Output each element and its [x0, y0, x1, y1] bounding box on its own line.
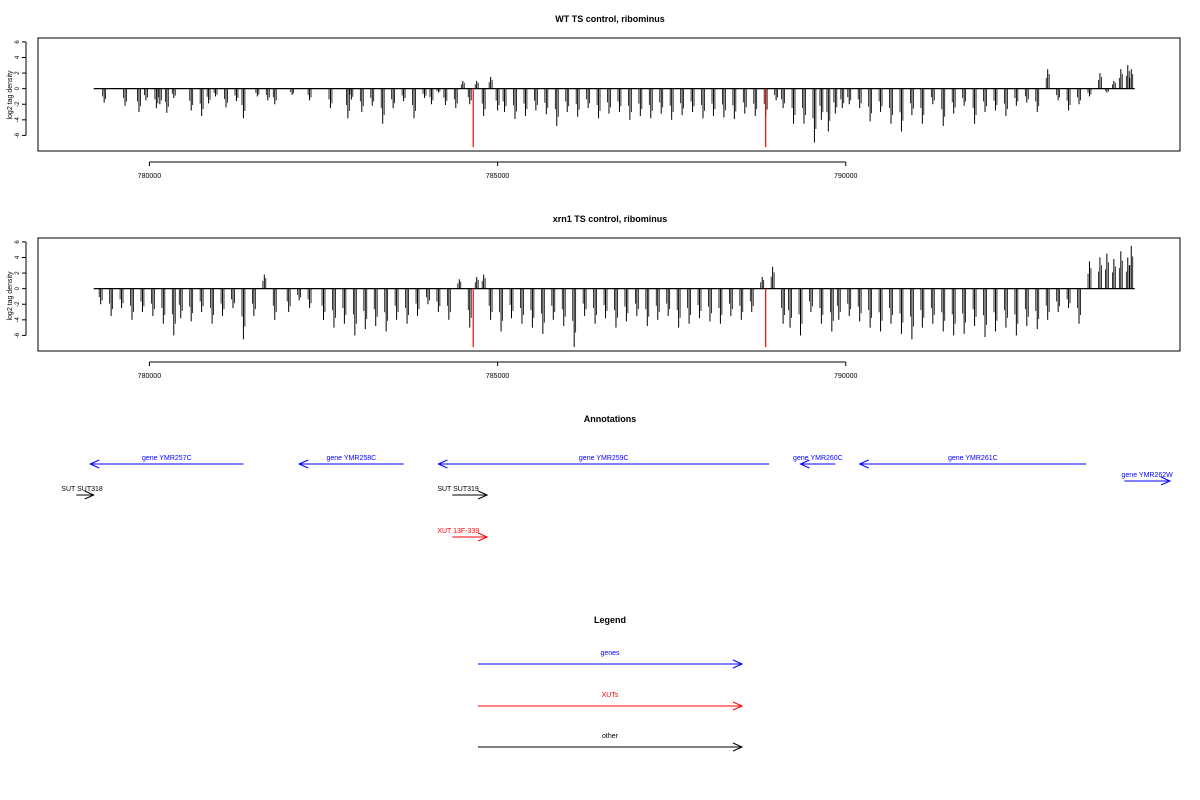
feature-arrow-head: [858, 459, 869, 469]
feature-label: XUT 13F-339: [437, 528, 479, 535]
feature-arrow-head: [88, 459, 100, 469]
y-axis-label: log2 tag density: [7, 70, 14, 120]
feature-label: gene YMR261C: [948, 455, 998, 462]
feature-arrow-head: [84, 490, 95, 500]
feature-arrow-head: [297, 459, 309, 469]
y-tick-label: 4: [15, 255, 21, 259]
annotations-title: Annotations: [584, 414, 637, 424]
x-tick-label: 780000: [138, 373, 161, 380]
feature-arrow-head: [477, 490, 489, 500]
feature-label: gene YMR258C: [327, 455, 377, 462]
x-axis: 780000 785000 790000: [138, 361, 858, 380]
bar-series: [93, 65, 1135, 148]
feature-arrow-head: [437, 459, 448, 469]
y-axis: 6 4 2 0 -2 -4 -6: [15, 240, 27, 338]
y-tick-label: 6: [15, 40, 21, 44]
y-tick-label: -4: [15, 317, 21, 323]
feature-label: gene YMR262W: [1122, 472, 1174, 479]
legend-items: genes XUTs other: [478, 650, 744, 752]
y-tick-label: 0: [15, 86, 21, 90]
legend-title: Legend: [594, 615, 626, 625]
y-tick-label: 0: [15, 286, 21, 290]
panel-title: WT TS control, ribominus: [555, 14, 665, 24]
legend-label: XUTs: [602, 692, 619, 699]
x-tick-label: 785000: [486, 173, 509, 180]
bar-series: [93, 245, 1135, 348]
y-tick-label: 4: [15, 55, 21, 59]
panel-title: xrn1 TS control, ribominus: [553, 214, 668, 224]
panel-wt-ts-control: WT TS control, ribominus log2 tag densit…: [7, 14, 1181, 180]
legend-label: other: [602, 733, 619, 740]
y-axis-label: log2 tag density: [7, 271, 14, 321]
feature-label: SUT SUT319: [437, 486, 479, 493]
y-tick-label: -2: [15, 301, 21, 307]
legend: Legend genes XUTs other: [478, 615, 744, 752]
feature-label: SUT SUT318: [61, 486, 103, 493]
feature-label: gene YMR260C: [793, 455, 843, 462]
x-axis: 780000 785000 790000: [138, 161, 858, 180]
y-tick-label: -2: [15, 101, 21, 107]
x-tick-label: 780000: [138, 173, 161, 180]
y-tick-label: -4: [15, 117, 21, 123]
y-tick-label: 2: [15, 71, 21, 75]
annotations-track: Annotations gene YMR257C gene YMR258C gene…: [61, 414, 1174, 542]
feature-label: gene YMR257C: [142, 455, 192, 462]
feature-arrow-head: [1160, 476, 1172, 486]
feature-arrow-head: [477, 532, 489, 542]
x-tick-label: 790000: [834, 173, 857, 180]
legend-arrow-head: [732, 659, 744, 669]
y-tick-label: -6: [15, 332, 21, 338]
legend-arrow-head: [732, 701, 744, 711]
x-tick-label: 785000: [486, 373, 509, 380]
legend-arrow-head: [732, 742, 744, 752]
y-tick-label: 6: [15, 240, 21, 244]
plot-frame: [37, 37, 1181, 152]
y-axis: 6 4 2 0 -2 -4 -6: [15, 40, 27, 138]
feature-label: gene YMR259C: [579, 455, 629, 462]
legend-label: genes: [600, 650, 620, 657]
x-tick-label: 790000: [834, 373, 857, 380]
feature-arrows: gene YMR257C gene YMR258C gene YMR259C gene…: [61, 455, 1174, 542]
feature-arrow-head: [799, 459, 810, 469]
y-tick-label: -6: [15, 132, 21, 138]
y-tick-label: 2: [15, 271, 21, 275]
plot-frame: [37, 237, 1181, 352]
panel-xrn1-ts-control: xrn1 TS control, ribominus log2 tag dens…: [7, 214, 1181, 380]
